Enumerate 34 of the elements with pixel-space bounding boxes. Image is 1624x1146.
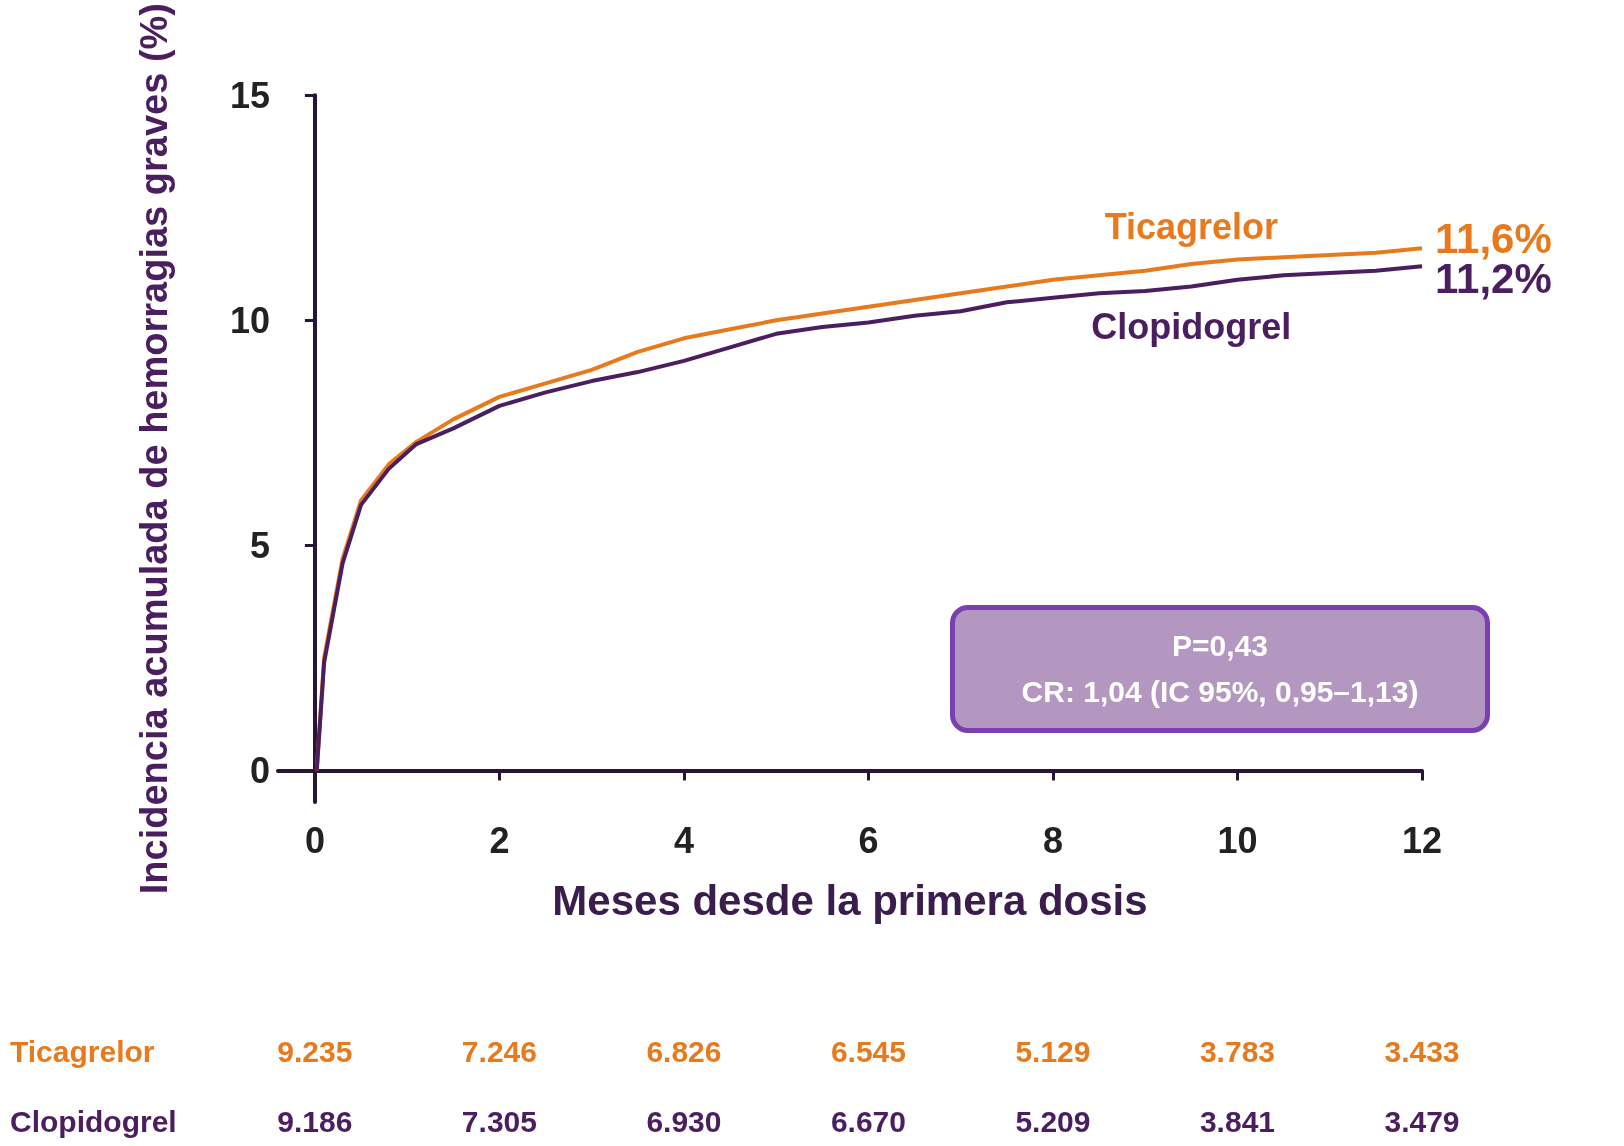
note-box: P=0,43 CR: 1,04 (IC 95%, 0,95–1,13) xyxy=(950,605,1490,733)
x-tick-label: 10 xyxy=(1217,819,1258,861)
annotation: P=0,43 xyxy=(1171,629,1269,663)
annotation: CR: 1,04 (IC 95%, 0,95–1,13) xyxy=(1020,675,1420,709)
series-label: Clopidogrel xyxy=(1091,306,1292,348)
text: 9.186 xyxy=(277,1105,353,1139)
y-tick-label: 15 xyxy=(229,74,270,116)
x-tick-label: 6 xyxy=(858,819,879,861)
text: 5.209 xyxy=(1015,1105,1091,1139)
text: 3.433 xyxy=(1384,1035,1460,1069)
text: Clopidogrel xyxy=(10,1105,177,1139)
text: 9.235 xyxy=(277,1035,353,1069)
x-tick-label: 12 xyxy=(1401,819,1443,861)
text: 7.246 xyxy=(461,1035,537,1069)
y-tick-label: 5 xyxy=(249,524,270,566)
text: 6.545 xyxy=(830,1035,906,1069)
y-tick-label: 0 xyxy=(249,749,270,791)
x-tick-label: 8 xyxy=(1042,819,1063,861)
text: 6.930 xyxy=(646,1105,722,1139)
x-tick-label: 4 xyxy=(673,819,694,861)
text: 7.305 xyxy=(461,1105,537,1139)
y-tick-label: 10 xyxy=(229,299,270,341)
text: 6.670 xyxy=(830,1105,906,1139)
x-tick-label: 0 xyxy=(304,819,325,861)
text: 6.826 xyxy=(646,1035,722,1069)
text: Ticagrelor xyxy=(10,1035,155,1069)
text: 3.841 xyxy=(1199,1105,1276,1139)
y-axis-title: Incidencia acumulada de hemorragias graves (%) xyxy=(133,3,175,895)
series-label: Ticagrelor xyxy=(1104,205,1279,247)
text: 5.129 xyxy=(1015,1035,1091,1069)
x-tick-label: 2 xyxy=(489,819,510,861)
text: 3.479 xyxy=(1384,1105,1460,1139)
x-axis-title: Meses desde la primera dosis xyxy=(552,876,1148,924)
text: 3.783 xyxy=(1199,1035,1276,1069)
